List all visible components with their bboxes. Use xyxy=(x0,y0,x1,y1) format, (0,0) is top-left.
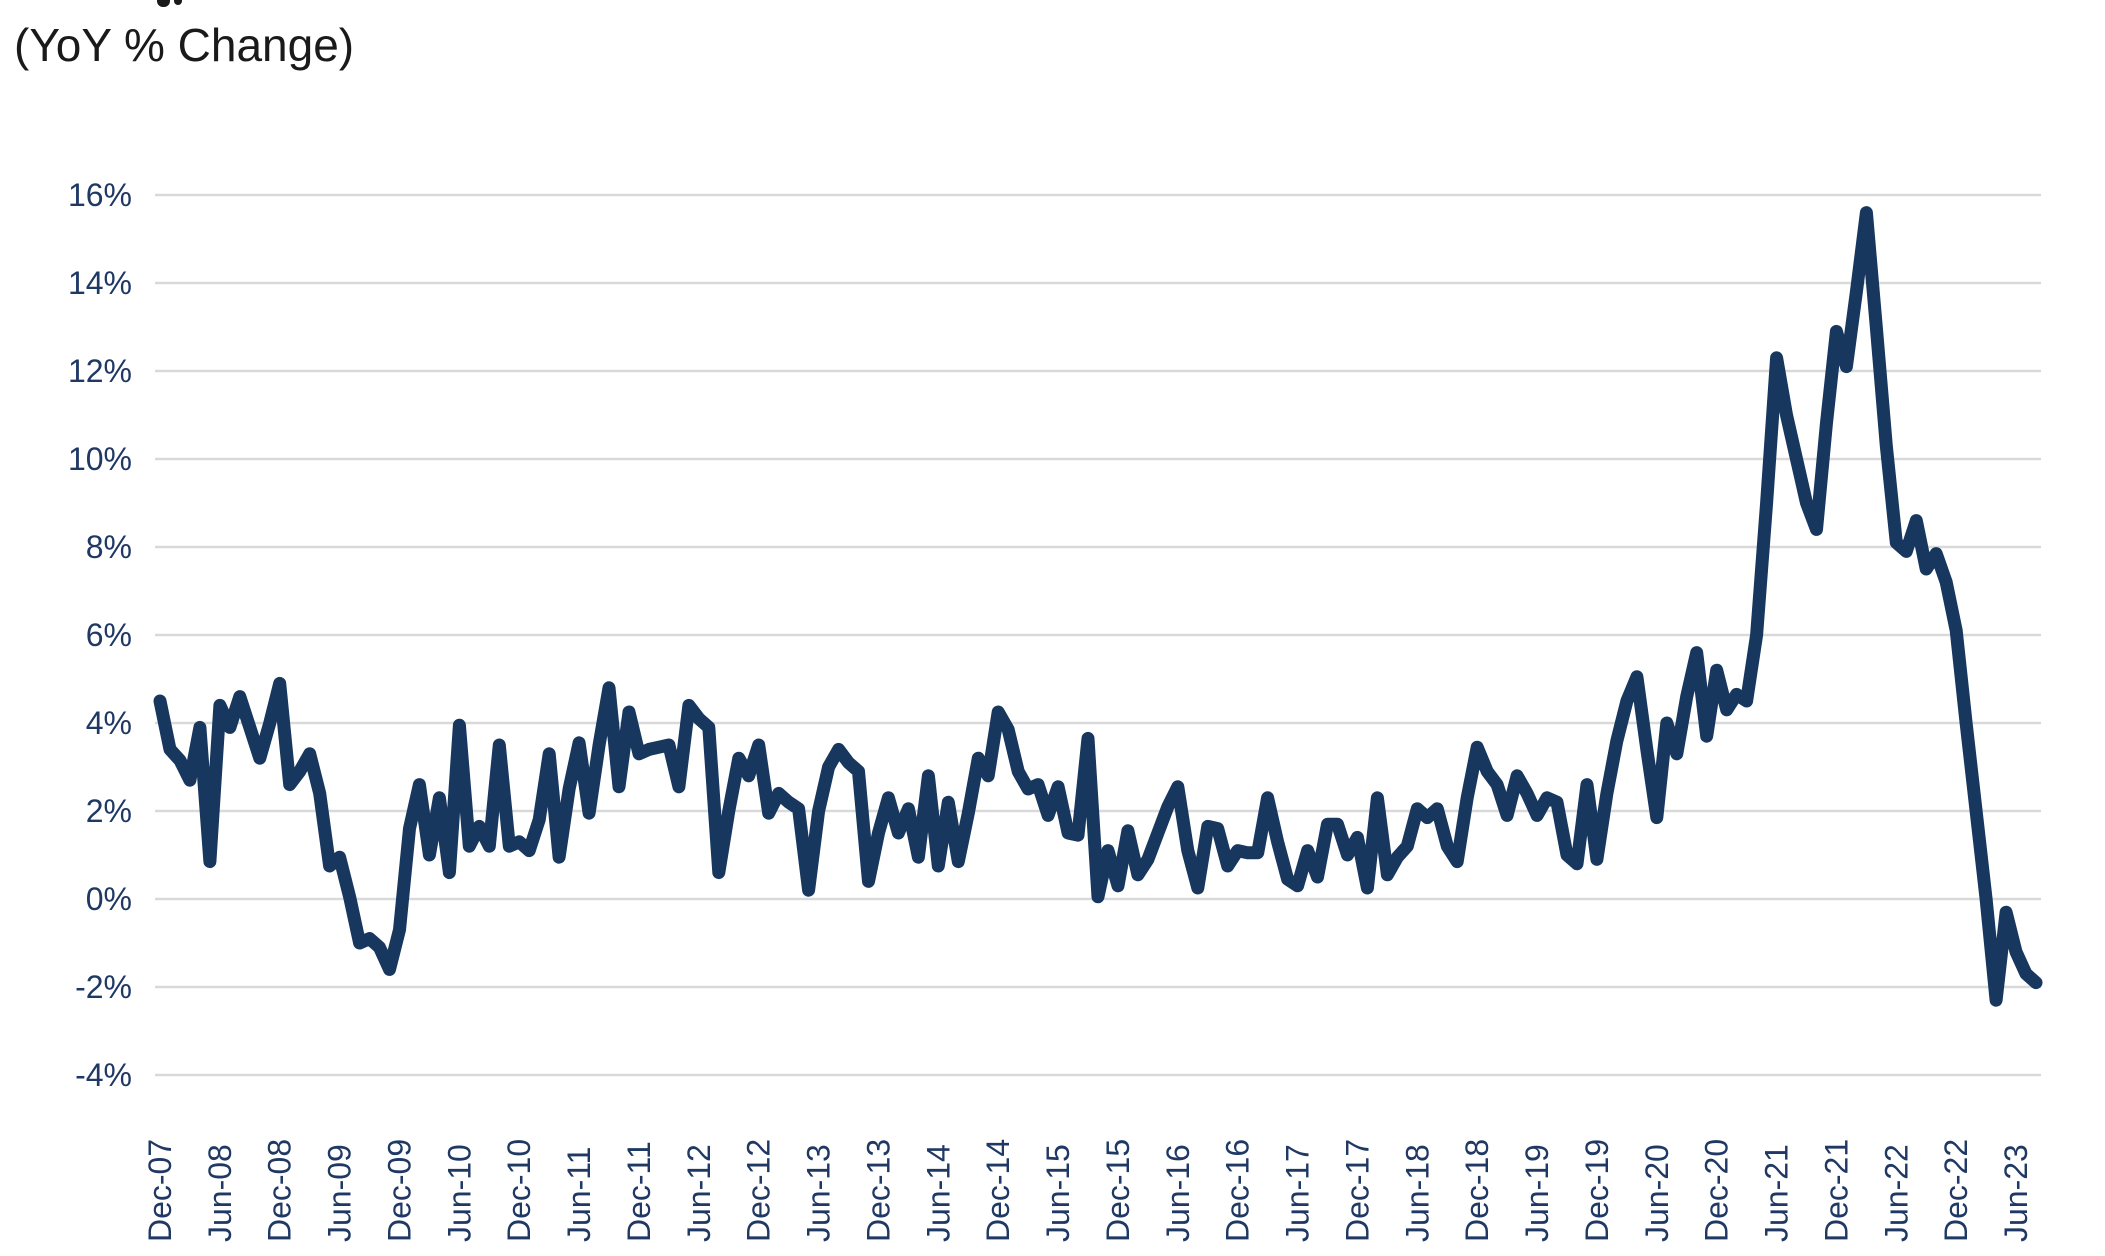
x-tick-label: Jun-17 xyxy=(1280,1144,1316,1242)
y-tick-label: 14% xyxy=(68,265,132,301)
x-tick-label: Dec-19 xyxy=(1579,1139,1615,1242)
x-tick-label: Dec-16 xyxy=(1220,1139,1256,1242)
x-tick-label: Jun-15 xyxy=(1040,1144,1076,1242)
x-tick-label: Dec-20 xyxy=(1699,1139,1735,1242)
x-tick-label: Dec-14 xyxy=(980,1139,1016,1242)
y-tick-label: 10% xyxy=(68,441,132,477)
y-tick-label: 8% xyxy=(86,529,132,565)
y-tick-label: 12% xyxy=(68,353,132,389)
x-tick-label: Jun-23 xyxy=(1998,1144,2034,1242)
data-series-line xyxy=(153,206,2043,1007)
x-tick-label: Dec-10 xyxy=(501,1139,537,1242)
y-tick-label: -2% xyxy=(75,969,132,1005)
y-tick-label: 0% xyxy=(86,881,132,917)
clipped-title-fragment xyxy=(157,0,183,8)
y-tick-label: 2% xyxy=(86,793,132,829)
x-tick-label: Dec-18 xyxy=(1459,1139,1495,1242)
x-axis-labels: Dec-07 Jun-08 Dec-08 Jun-09 Dec-09 Jun-10 Dec-… xyxy=(142,1139,2034,1242)
x-tick-label: Dec-09 xyxy=(381,1139,417,1242)
x-tick-label: Dec-17 xyxy=(1339,1139,1375,1242)
x-tick-label: Dec-11 xyxy=(621,1141,657,1242)
x-tick-label: Jun-11 xyxy=(561,1147,597,1242)
x-tick-label: Jun-16 xyxy=(1160,1144,1196,1242)
y-axis-labels: 16% 14% 12% 10% 8% 6% 4% 2% 0% -2% -4% xyxy=(68,177,132,1093)
x-tick-label: Jun-10 xyxy=(441,1144,477,1242)
x-tick-label: Jun-22 xyxy=(1878,1144,1914,1242)
y-tick-label: 6% xyxy=(86,617,132,653)
x-tick-label: Dec-08 xyxy=(262,1139,298,1242)
x-tick-label: Jun-19 xyxy=(1519,1144,1555,1242)
y-tick-label: 4% xyxy=(86,705,132,741)
x-tick-label: Dec-12 xyxy=(741,1139,777,1242)
x-tick-label: Jun-14 xyxy=(920,1144,956,1242)
x-tick-label: Jun-20 xyxy=(1639,1144,1675,1242)
x-tick-label: Jun-12 xyxy=(681,1144,717,1242)
x-tick-label: Dec-15 xyxy=(1100,1139,1136,1242)
x-tick-label: Jun-08 xyxy=(202,1144,238,1242)
chart-subtitle: (YoY % Change) xyxy=(14,19,355,71)
y-tick-label: 16% xyxy=(68,177,132,213)
x-tick-label: Dec-21 xyxy=(1818,1139,1854,1242)
x-tick-label: Jun-09 xyxy=(322,1144,358,1242)
x-tick-label: Dec-22 xyxy=(1938,1139,1974,1242)
y-tick-label: -4% xyxy=(75,1057,132,1093)
x-tick-label: Dec-13 xyxy=(860,1139,896,1242)
x-tick-label: Jun-13 xyxy=(801,1144,837,1242)
x-tick-label: Dec-07 xyxy=(142,1139,178,1242)
gridlines xyxy=(155,193,2041,1077)
x-tick-label: Jun-21 xyxy=(1759,1144,1795,1242)
x-tick-label: Jun-18 xyxy=(1399,1144,1435,1242)
